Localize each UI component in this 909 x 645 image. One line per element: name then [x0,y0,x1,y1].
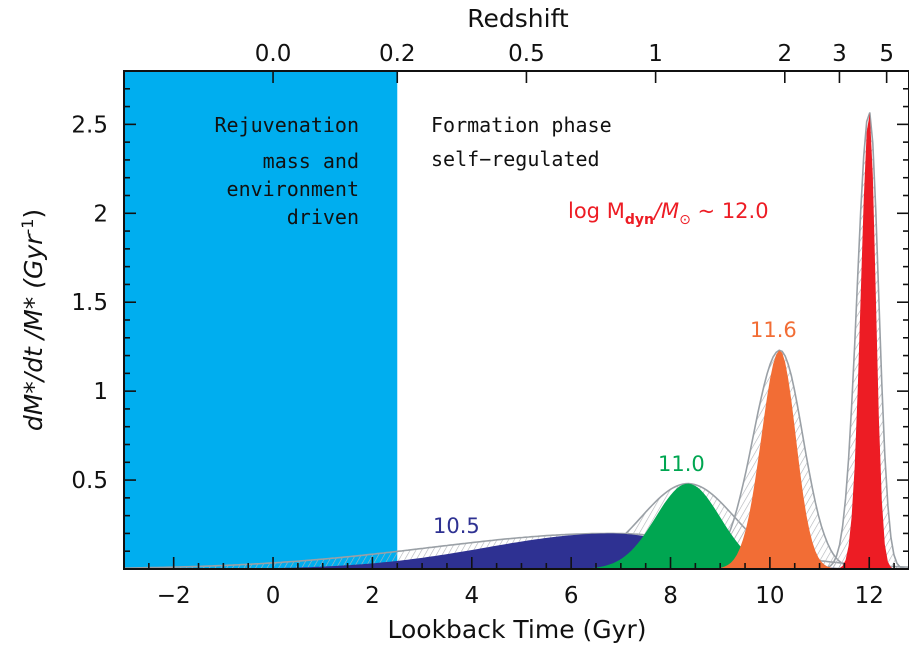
x-tick-label: 2 [365,583,380,609]
formation-detail: self−regulated [431,147,600,171]
x-tick-label: 0 [266,583,281,609]
series-label-10-5: 10.5 [433,514,480,538]
rejuvenation-detail-1: mass and [263,149,359,173]
x-tick-label: 8 [663,583,678,609]
y-tick-label: 0.5 [71,468,108,494]
top-tick-label: 1 [648,41,663,67]
y-axis-title-exp: -1 [18,219,37,235]
y-axis-title-main: dM*/dt /M* (Gyr [19,233,48,431]
y-tick-label: 1.5 [71,290,108,316]
x-tick-label: 6 [564,583,579,609]
rejuvenation-detail-2: environment [227,177,359,201]
top-tick-label: 5 [879,41,894,67]
top-tick-labels: 0.0 0.2 0.5 1 2 3 5 [255,41,894,67]
x-tick-label: 12 [855,583,884,609]
top-axis-title: Redshift [467,4,569,33]
series-marks [124,112,909,569]
rejuvenation-detail-3: driven [287,205,359,229]
series-area-11-0 [124,483,909,569]
x-tick-label: −2 [157,583,191,609]
series-label-11-6: 11.6 [750,318,797,342]
y-tick-labels: 0.5 1 1.5 2 2.5 [71,112,108,494]
y-axis-title: dM*/dt /M* (Gyr-1) [18,209,48,431]
mass-label-mid: /M [652,199,679,223]
y-tick-label: 1 [93,379,108,405]
top-tick-label: 3 [832,41,847,67]
x-tick-label: 4 [464,583,479,609]
series-label-11-0: 11.0 [658,452,705,476]
x-tick-labels: −2 0 2 4 6 8 10 12 [157,583,884,609]
top-tick-label: 0.0 [255,41,292,67]
top-tick-label: 2 [777,41,792,67]
envelope-11-6 [124,349,909,569]
top-tick-label: 0.2 [379,41,416,67]
y-axis-title-close: ) [19,209,48,219]
rejuvenation-region [124,71,398,569]
sun-symbol: ⊙ [679,212,691,228]
mass-label: log Mdyn/M⊙ ~ 12.0 [568,199,769,228]
mass-label-sub: dyn [625,212,654,228]
top-tick-label: 0.5 [508,41,545,67]
formation-label: Formation phase [431,113,612,137]
rejuvenation-label: Rejuvenation [215,113,360,137]
tick-marks [123,71,909,569]
y-tick-label: 2 [93,201,108,227]
x-axis-title: Lookback Time (Gyr) [388,615,647,644]
mass-label-prefix: log M [568,199,625,223]
x-tick-label: 10 [755,583,784,609]
y-tick-label: 2.5 [71,112,108,138]
mass-label-suffix: ~ 12.0 [691,199,769,223]
